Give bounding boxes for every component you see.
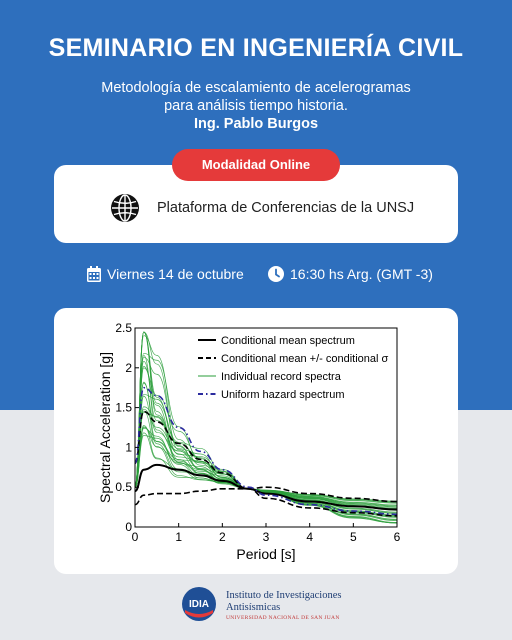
calendar-icon (87, 266, 101, 282)
y-tick-label: 0 (125, 520, 132, 534)
x-tick-label: 0 (132, 530, 139, 544)
institute-name-line-1: Instituto de Investigaciones (226, 590, 342, 601)
x-tick-label: 6 (394, 530, 401, 544)
y-tick-label: 2 (125, 361, 132, 375)
venue-label: Plataforma de Conferencias de la UNSJ (157, 200, 415, 216)
legend-label: Uniform hazard spectrum (221, 389, 345, 401)
series-line-4 (134, 386, 398, 516)
y-axis-label: Spectral Acceleration [g] (97, 352, 113, 503)
legend-label: Conditional mean spectrum (221, 335, 355, 347)
y-tick-label: 2.5 (115, 321, 132, 335)
modality-badge: Modalidad Online (172, 149, 340, 181)
x-axis-label: Period [s] (236, 546, 295, 562)
record-spectrum-line (134, 394, 398, 510)
legend-box (194, 329, 396, 409)
subtitle-line-2: para análisis tiempo historia. (164, 98, 348, 114)
x-tick-label: 4 (306, 530, 313, 544)
x-tick-label: 1 (175, 530, 182, 544)
series-line-2 (134, 487, 398, 517)
record-spectrum-line (134, 331, 398, 504)
record-spectrum-line (134, 432, 398, 507)
series-line-1 (134, 410, 398, 503)
record-spectrum-line (134, 424, 398, 502)
legend-label: Conditional mean +/- conditional σ (221, 353, 389, 365)
event-time: 16:30 hs Arg. (GMT -3) (290, 266, 433, 282)
record-spectrum-line (134, 331, 398, 513)
y-tick-label: 0.5 (115, 480, 132, 494)
x-tick-label: 3 (263, 530, 270, 544)
legend-label: Individual record spectra (221, 371, 342, 383)
page-title: SEMINARIO EN INGENIERÍA CIVIL (48, 34, 464, 62)
logo-text: IDIA (189, 599, 209, 610)
clock-icon (268, 266, 284, 282)
subtitle-line-1: Metodología de escalamiento de acelerogr… (101, 80, 411, 96)
series-line-0 (134, 463, 398, 511)
x-tick-label: 5 (350, 530, 357, 544)
institute-name-line-2: Antisísmicas (226, 602, 281, 613)
event-date: Viernes 14 de octubre (107, 266, 244, 282)
x-tick-label: 2 (219, 530, 226, 544)
university-name: UNIVERSIDAD NACIONAL DE SAN JUAN (226, 615, 340, 621)
y-tick-label: 1 (125, 440, 132, 454)
idia-logo: IDIA (182, 587, 216, 621)
record-spectrum-line (134, 352, 398, 510)
speaker-name: Ing. Pablo Burgos (193, 116, 319, 132)
record-spectrum-line (134, 410, 398, 508)
globe-icon (111, 194, 139, 222)
y-tick-label: 1.5 (115, 401, 132, 415)
response-spectrum-chart: 0 1 2 3 4 5 6 0 0.5 1 1.5 2 2.5 Period [s] Spectral Ac… (97, 321, 401, 562)
record-spectrum-line (134, 435, 398, 511)
